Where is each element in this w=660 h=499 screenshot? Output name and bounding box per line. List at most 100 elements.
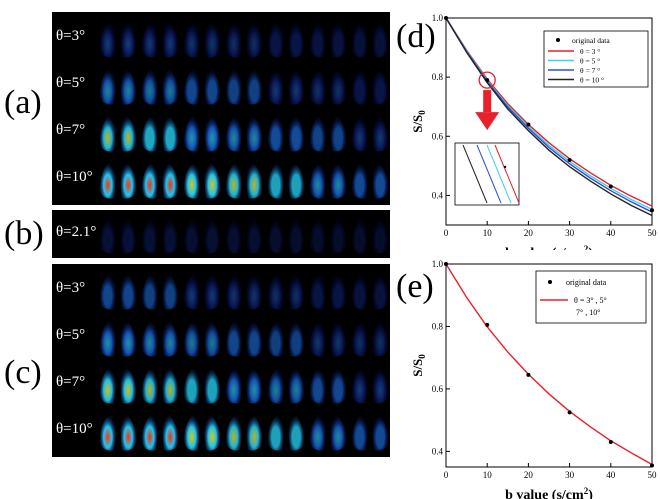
x-tick-label: 40	[606, 470, 616, 480]
lung-image	[96, 211, 140, 261]
legend-text: θ = 3 °	[580, 47, 600, 56]
lung-image	[264, 211, 308, 261]
lung-image	[96, 361, 140, 411]
legend-box	[535, 270, 647, 324]
legend-text: original data	[572, 36, 610, 45]
lung-image-grid-a: θ=3° θ=5° θ=7° θ=10°	[52, 12, 390, 205]
x-tick-label: 30	[565, 470, 575, 480]
data-point	[444, 16, 448, 20]
inset-line	[462, 144, 488, 204]
lung-image	[180, 109, 224, 159]
lung-image	[222, 361, 266, 411]
lung-image	[306, 15, 350, 65]
plot-frame	[445, 17, 653, 226]
lung-image	[222, 15, 266, 65]
row-label: θ=7°	[56, 121, 86, 138]
row-label: θ=2.1°	[56, 224, 97, 240]
lung-image	[180, 314, 224, 364]
lung-image	[264, 15, 308, 65]
lung-image	[138, 62, 182, 112]
lung-image	[264, 109, 308, 159]
lung-image	[348, 15, 392, 65]
lung-image	[348, 62, 392, 112]
lung-image	[306, 314, 350, 364]
lung-image	[348, 361, 392, 411]
lung-image	[348, 314, 392, 364]
lung-image	[138, 361, 182, 411]
data-point	[485, 78, 490, 83]
lung-image	[306, 361, 350, 411]
lung-image	[138, 211, 182, 261]
data-point	[526, 372, 531, 377]
x-axis-label: b value (s/cm2)	[505, 486, 593, 499]
lung-image-grid-c: θ=3° θ=5° θ=7° θ=10°	[52, 264, 390, 457]
zoom-inset	[454, 142, 520, 206]
x-tick-label: 30	[565, 228, 575, 238]
x-tick-label: 10	[483, 470, 493, 480]
lung-image	[222, 408, 266, 458]
x-axis-label: b value (s/cm2)	[505, 244, 593, 250]
legend-text: original data	[566, 278, 607, 287]
lung-image	[348, 109, 392, 159]
legend-text: θ = 3° , 5°	[574, 296, 607, 305]
lung-image	[348, 211, 392, 261]
y-axis-label: S/S0	[410, 354, 427, 377]
x-tick-label: 0	[444, 470, 449, 480]
fit-line	[445, 17, 653, 213]
row-label: θ=7°	[56, 373, 86, 390]
lung-image	[138, 15, 182, 65]
lung-image	[306, 156, 350, 206]
lung-image	[222, 156, 266, 206]
row-label: θ=3°	[56, 279, 86, 296]
lung-image	[222, 62, 266, 112]
lung-image	[222, 211, 266, 261]
y-axis-label: S/S0	[410, 110, 427, 133]
lung-image	[180, 361, 224, 411]
lung-image	[180, 62, 224, 112]
row-label: θ=10°	[56, 420, 93, 437]
inset-line	[494, 144, 520, 204]
lung-image	[306, 109, 350, 159]
data-point	[608, 184, 613, 189]
lung-image	[96, 267, 140, 317]
data-point	[608, 440, 613, 445]
lung-image	[222, 267, 266, 317]
legend-text: θ = 7 °	[580, 66, 600, 75]
lung-image	[138, 314, 182, 364]
panel-label-e: (e)	[396, 268, 434, 305]
panel-label-b: (b)	[4, 215, 44, 252]
lung-image	[138, 109, 182, 159]
lung-image	[222, 109, 266, 159]
data-point	[567, 410, 572, 415]
chart-e: 0 10 20 30 40 50 0.4 0.6 0.8 1.0 b value (s/cm2) S/…	[410, 259, 657, 499]
lung-image	[306, 408, 350, 458]
highlight-circle	[478, 71, 496, 89]
lung-image	[306, 211, 350, 261]
inset-line	[476, 144, 502, 204]
y-tick-label: 0.4	[432, 446, 444, 456]
row-label: θ=5°	[56, 74, 86, 91]
lung-image	[264, 408, 308, 458]
lung-image	[96, 314, 140, 364]
fit-line	[445, 17, 653, 217]
legend-box	[543, 30, 649, 88]
lung-image	[96, 408, 140, 458]
lung-image	[138, 267, 182, 317]
data-point	[650, 463, 654, 468]
lung-image	[264, 267, 308, 317]
y-tick-label: 0.6	[432, 384, 444, 394]
data-point	[526, 122, 531, 127]
lung-image	[348, 267, 392, 317]
lung-image	[96, 156, 140, 206]
lung-image	[222, 314, 266, 364]
lung-image	[180, 156, 224, 206]
x-tick-label: 40	[606, 228, 616, 238]
panel-label-c: (c)	[4, 354, 42, 391]
y-tick-label: 0.6	[432, 131, 444, 141]
row-label: θ=10°	[56, 168, 93, 185]
lung-image	[348, 156, 392, 206]
lung-image	[180, 267, 224, 317]
lung-image	[96, 62, 140, 112]
zoom-arrow-head	[475, 112, 500, 131]
lung-image-grid-b: θ=2.1°	[52, 210, 390, 258]
